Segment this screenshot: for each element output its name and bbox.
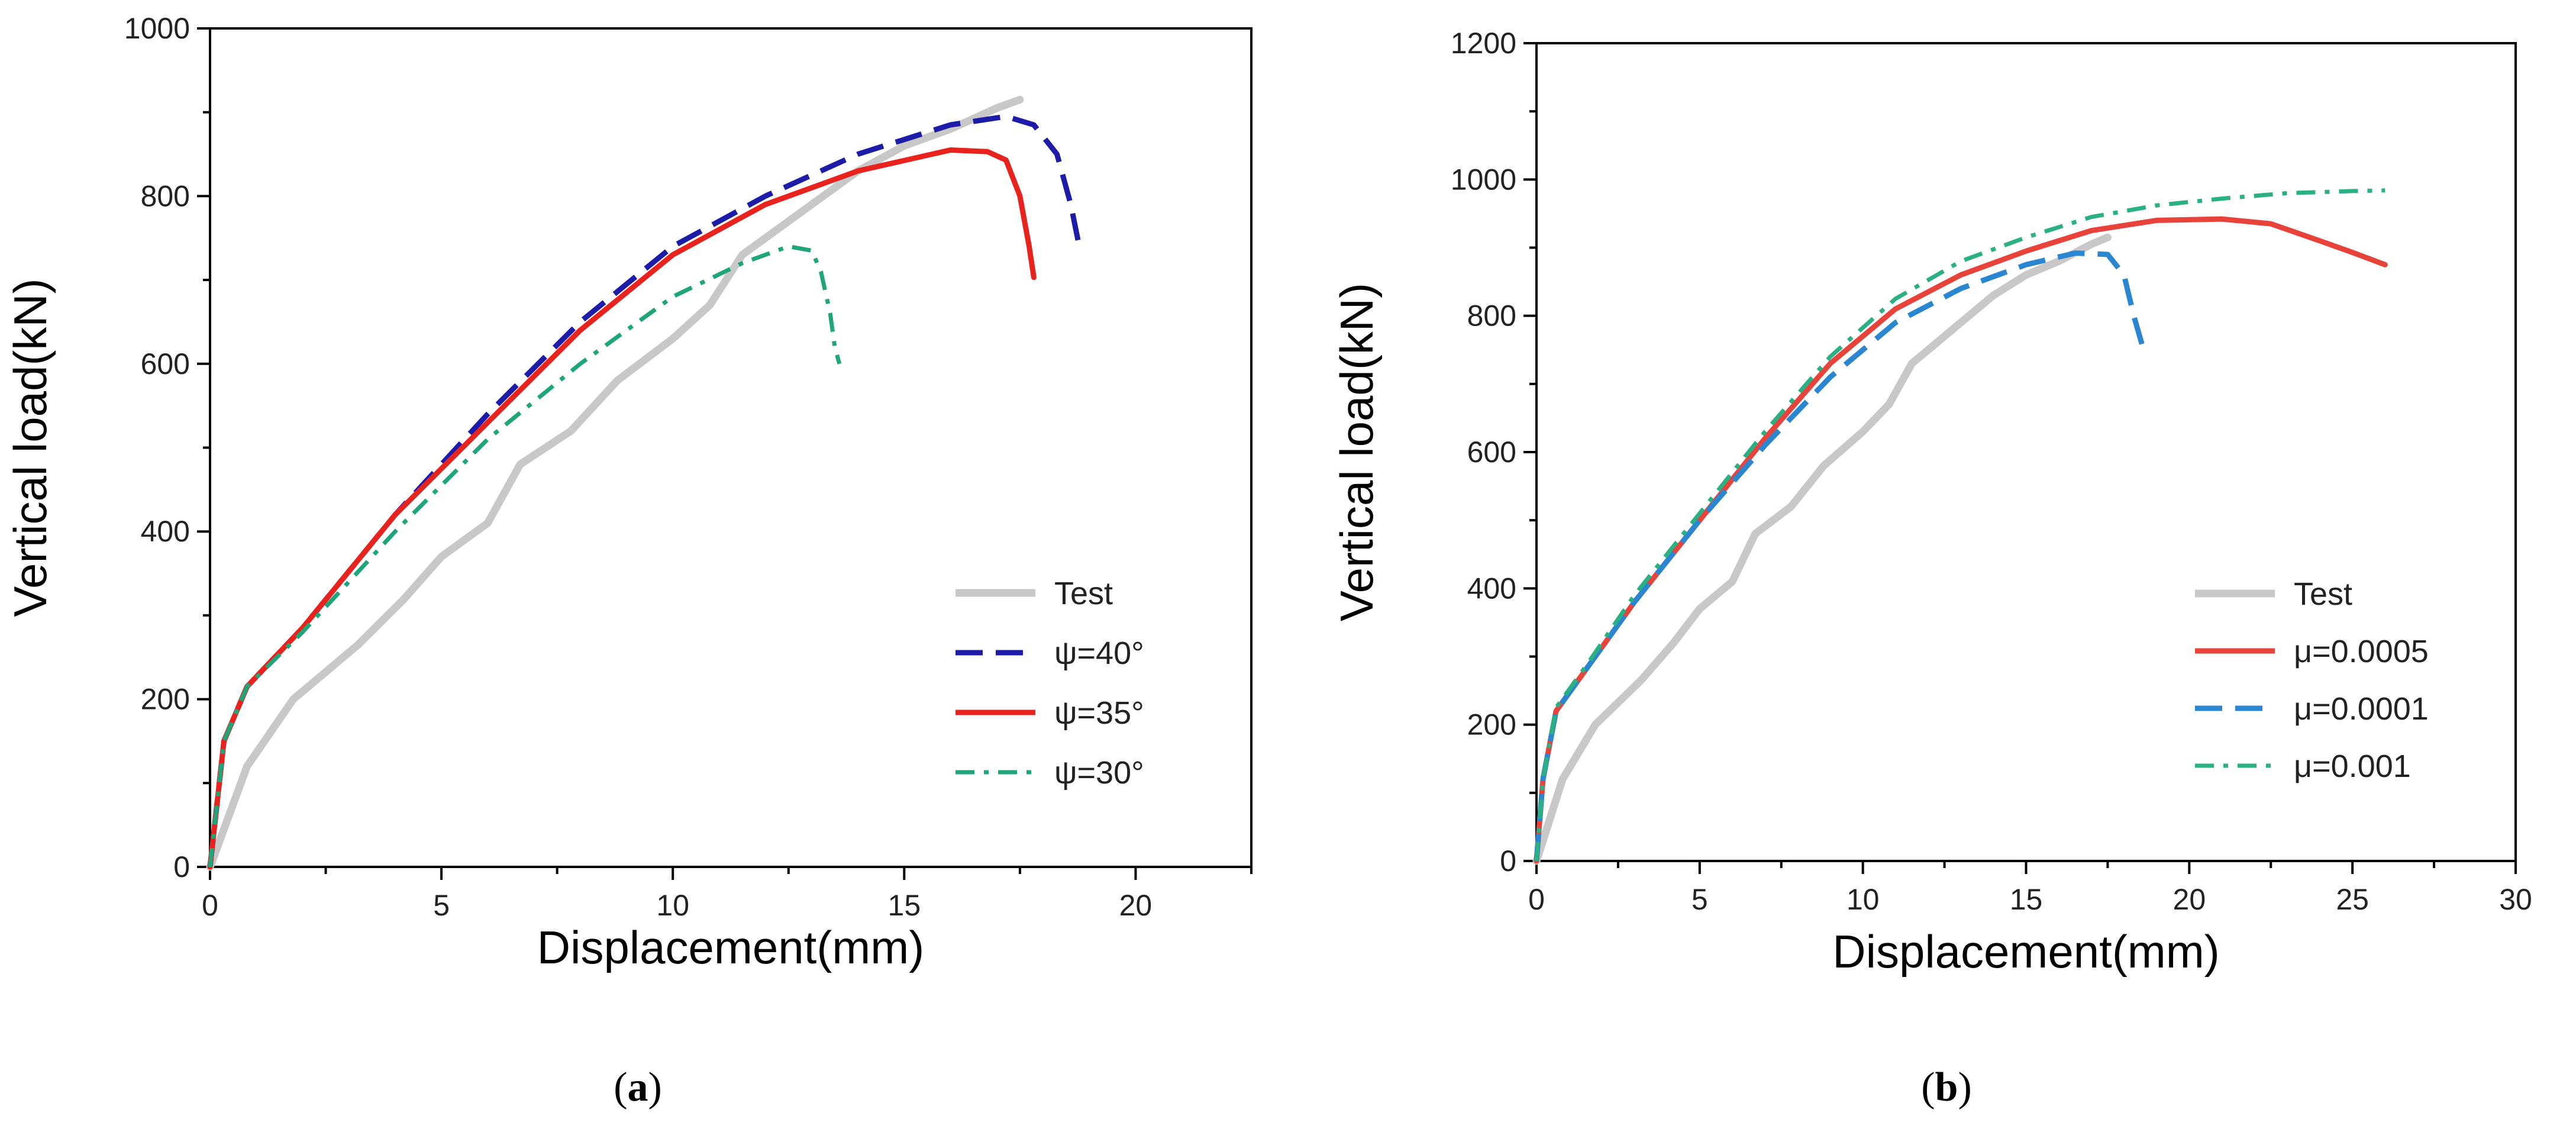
x-tick-label: 0 — [202, 889, 218, 922]
y-tick-label: 600 — [1467, 436, 1516, 469]
legend: Test ψ=40° ψ=35° ψ=30° — [955, 576, 1144, 791]
series-line-0 — [206, 95, 1024, 871]
y-tick-label: 600 — [141, 347, 190, 380]
y-tick-label: 1000 — [1451, 163, 1516, 196]
x-tick-label: 0 — [1528, 883, 1545, 916]
legend-label: μ=0.0001 — [2294, 691, 2429, 727]
series-line-0 — [1532, 233, 2112, 865]
x-axis-title: Displacement(mm) — [1832, 925, 2219, 978]
chart-panel-b: 0 5 10 15 20 25 30 0 200 400 600 800 1000 1200 Displac… — [1331, 27, 2532, 1110]
plot-frame — [209, 27, 1253, 868]
series-line-2 — [1534, 250, 2146, 862]
chart-panel-a: 0 5 10 15 2002004006008001000Displacement(mm… — [4, 12, 1253, 1110]
legend-label: ψ=40° — [1054, 636, 1144, 671]
panel-label: (b) — [1921, 1065, 1972, 1110]
legend-label: Test — [2294, 576, 2352, 612]
legend: Test μ=0.0005 μ=0.0001 μ=0.001 — [2195, 576, 2429, 784]
y-axis-title: Vertical load(kN) — [4, 278, 56, 617]
y-tick-label: 1000 — [124, 12, 190, 45]
x-tick-label: 30 — [2499, 883, 2532, 916]
y-tick-label: 1200 — [1451, 27, 1516, 60]
legend-label: Test — [1054, 576, 1113, 611]
x-tick-label: 20 — [1119, 889, 1153, 922]
series-line-2 — [207, 147, 1037, 870]
panel-label: (a) — [614, 1065, 662, 1110]
legend-label: μ=0.001 — [2294, 749, 2411, 784]
x-tick-label: 10 — [1847, 883, 1880, 916]
plot-frame — [1535, 42, 2517, 862]
x-tick-label: 5 — [1691, 883, 1708, 916]
legend-label: ψ=35° — [1054, 695, 1144, 731]
x-tick-label: 15 — [888, 889, 921, 922]
x-tick-label: 10 — [656, 889, 689, 922]
series-line-3 — [1534, 188, 2385, 862]
y-tick-label: 800 — [141, 179, 190, 212]
series-line-1 — [207, 114, 1083, 867]
x-axis-title: Displacement(mm) — [537, 921, 924, 973]
y-tick-label: 400 — [141, 515, 190, 548]
y-tick-label: 0 — [173, 850, 190, 883]
y-tick-label: 800 — [1467, 299, 1516, 333]
x-tick-label: 20 — [2173, 883, 2206, 916]
y-tick-label: 200 — [1467, 708, 1516, 741]
x-tick-label: 25 — [2336, 883, 2369, 916]
x-tick-label: 15 — [2010, 883, 2043, 916]
x-tick-label: 5 — [433, 889, 450, 922]
y-tick-label: 0 — [1500, 844, 1516, 878]
legend-label: μ=0.0005 — [2294, 634, 2429, 669]
y-tick-label: 200 — [141, 683, 190, 716]
y-tick-label: 400 — [1467, 572, 1516, 605]
y-axis-title: Vertical load(kN) — [1331, 283, 1383, 621]
series-line-1 — [1534, 216, 2388, 864]
series-line-3 — [208, 244, 842, 867]
legend-label: ψ=30° — [1054, 755, 1144, 791]
